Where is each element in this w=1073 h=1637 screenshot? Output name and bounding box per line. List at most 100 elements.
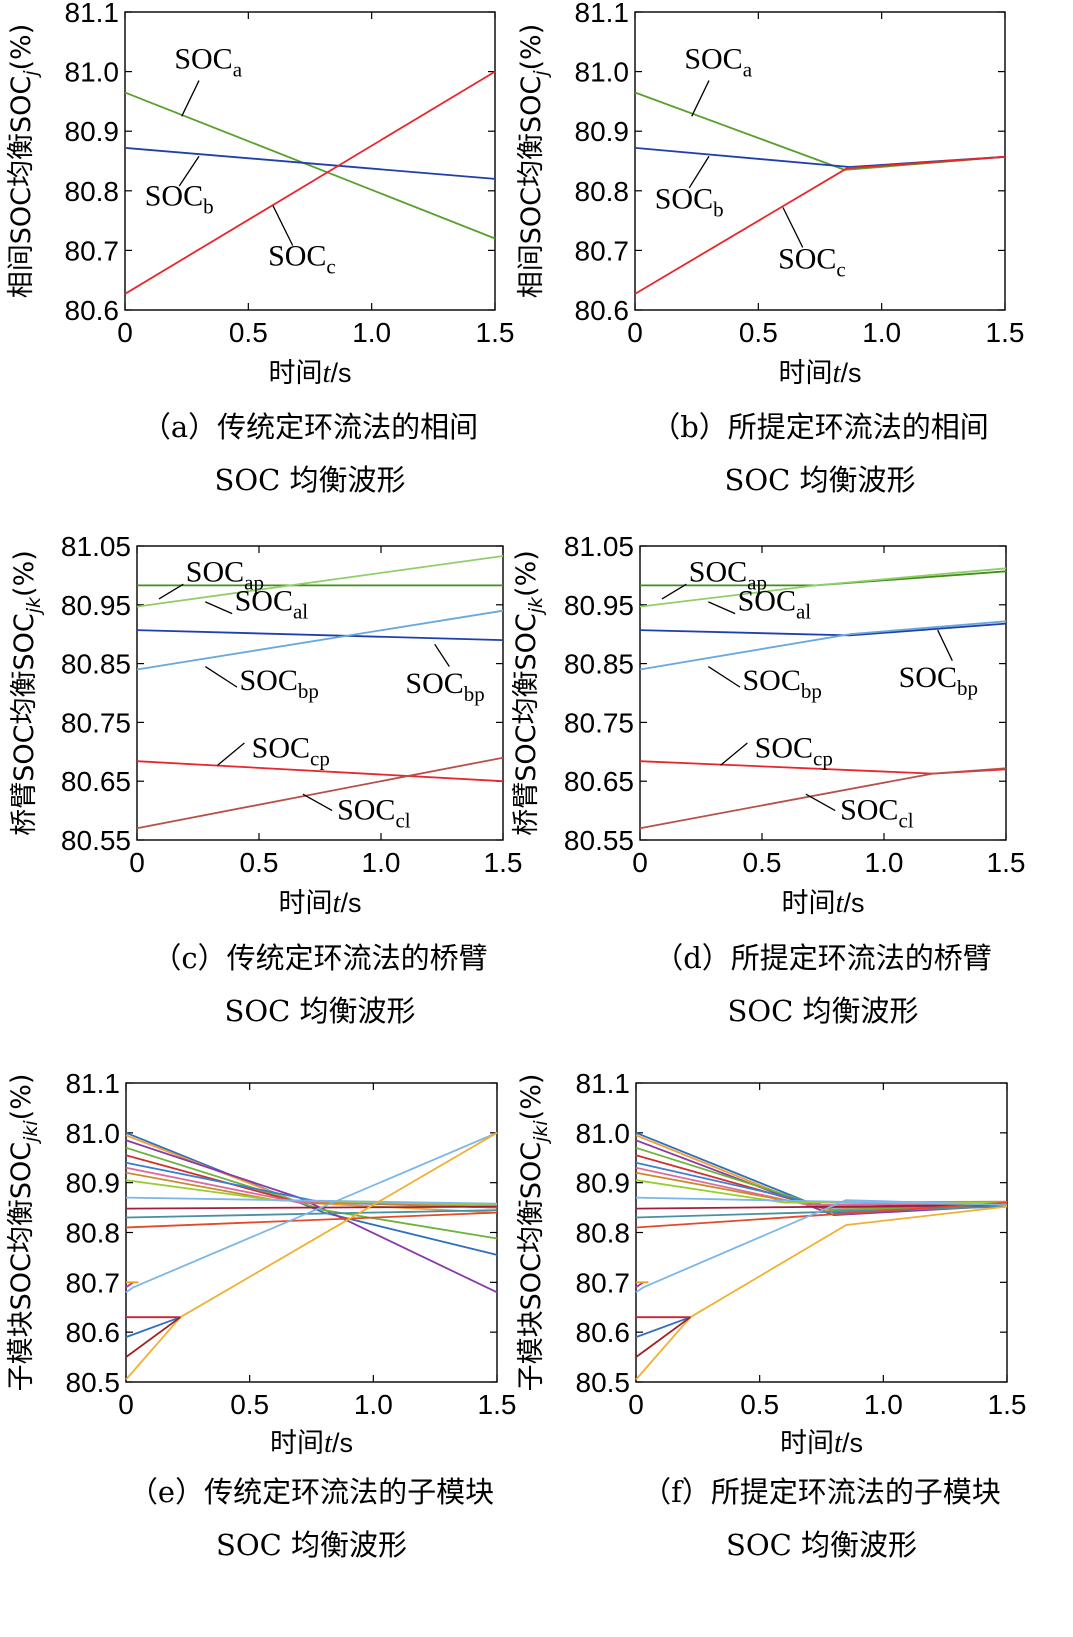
plot-frame — [639, 545, 1007, 841]
series-line-10 — [125, 1196, 498, 1205]
plot-frame — [634, 11, 1006, 311]
series-annotation: SOCa — [174, 43, 242, 82]
y-tick-label: 80.85 — [564, 649, 634, 680]
y-tick-label: 80.8 — [66, 1218, 121, 1249]
annotation-leader — [434, 643, 450, 667]
annotation-leader — [720, 742, 748, 766]
annotation-leader — [661, 583, 687, 600]
chart-e: 0 0.5 1.0 1.5 80.5 80.6 80.7 80.8 80.9 81.0 81.1 时间… — [6, 1068, 516, 1562]
series-annotation: SOCb — [655, 183, 724, 222]
series-line-19 — [125, 1316, 181, 1338]
chart-d: 0 0.5 1.0 1.5 80.55 80.65 80.75 80.85 80.95 81.05… — [511, 531, 1025, 1028]
annotation-leader — [805, 793, 836, 812]
annotation-leader — [937, 629, 953, 661]
subfigure-caption: （b）所提定环流法的相间 — [651, 410, 989, 444]
x-tick-label: 0.5 — [739, 317, 778, 348]
series-annotation: SOCbp — [405, 667, 484, 706]
x-tick-label: 1.5 — [988, 1389, 1027, 1420]
series-annotation: SOCap — [689, 555, 767, 594]
annotation-leader — [688, 155, 710, 189]
series-annotation: SOCbp — [899, 661, 978, 700]
y-tick-label: 80.9 — [575, 116, 630, 147]
y-tick-label: 80.75 — [61, 707, 131, 738]
subfigure-caption: （a）传统定环流法的相间 — [142, 410, 478, 444]
annotation-leader — [691, 80, 710, 117]
annotation-leader — [302, 793, 333, 812]
y-axis-label: 相间SOC均衡SOCj(%) — [516, 24, 552, 299]
annotation-leader — [204, 665, 238, 688]
series-line-3 — [136, 629, 504, 641]
x-tick-label: 0.5 — [743, 847, 782, 878]
series-annotation: SOCal — [738, 585, 812, 624]
x-tick-label: 0.5 — [229, 317, 268, 348]
series-line-3 — [634, 155, 1006, 295]
series-line-20 — [635, 1316, 691, 1358]
series-line-4 — [136, 609, 504, 671]
y-tick-label: 81.05 — [61, 531, 131, 562]
x-tick-label: 1.0 — [362, 847, 401, 878]
plot-frame — [136, 545, 504, 841]
y-tick-label: 80.7 — [66, 1267, 121, 1298]
series-annotation: SOCbp — [742, 664, 821, 703]
series-annotation: SOCap — [186, 555, 264, 594]
y-tick-label: 80.8 — [576, 1218, 631, 1249]
y-tick-label: 80.6 — [65, 295, 120, 326]
x-tick-label: 1.0 — [864, 1389, 903, 1420]
annotation-leader — [708, 601, 736, 615]
x-tick-label: 0 — [628, 1389, 644, 1420]
series-annotation: SOCcl — [337, 793, 411, 832]
series-line-1 — [124, 91, 496, 240]
chart-a: 0 0.5 1.0 1.5 80.6 80.7 80.8 80.9 81.0 81.1 SOCa SO… — [6, 0, 514, 497]
y-tick-label: 81.1 — [575, 0, 630, 28]
series-line-3 — [124, 70, 496, 295]
x-tick-label: 0.5 — [740, 1389, 779, 1420]
annotation-leader — [707, 665, 741, 688]
subfigure-caption-line2: SOC 均衡波形 — [727, 994, 918, 1028]
subfigure-caption-line2: SOC 均衡波形 — [216, 1528, 407, 1562]
y-tick-label: 80.9 — [66, 1168, 121, 1199]
y-tick-label: 81.1 — [65, 0, 120, 28]
series-line-13 — [635, 1201, 1008, 1229]
x-tick-label: 1.0 — [865, 847, 904, 878]
subfigure-caption: （d）所提定环流法的桥臂 — [654, 941, 992, 975]
x-tick-label: 0 — [117, 317, 133, 348]
y-tick-label: 80.9 — [576, 1168, 631, 1199]
y-tick-label: 80.6 — [575, 295, 630, 326]
annotation-leader — [178, 155, 200, 187]
y-tick-label: 80.7 — [575, 235, 630, 266]
x-tick-label: 1.0 — [352, 317, 391, 348]
y-tick-label: 81.1 — [66, 1068, 121, 1099]
series-annotation: SOCb — [145, 180, 214, 219]
y-axis-label: 桥臂SOC均衡SOCjk(%) — [9, 550, 45, 836]
x-axis-label: 时间t/s — [270, 1427, 353, 1459]
x-tick-label: 1.5 — [987, 847, 1026, 878]
y-tick-label: 80.75 — [564, 707, 634, 738]
x-tick-label: 1.5 — [986, 317, 1025, 348]
x-tick-label: 0.5 — [230, 1389, 269, 1420]
annotation-leader — [272, 205, 294, 246]
x-axis-label: 时间t/s — [781, 887, 864, 919]
y-tick-label: 80.8 — [575, 176, 630, 207]
y-tick-label: 81.0 — [66, 1118, 121, 1149]
x-tick-label: 1.5 — [484, 847, 523, 878]
y-axis-label: 子模块SOC均衡SOCjki(%) — [6, 1074, 42, 1392]
plot-frame — [635, 1082, 1008, 1383]
subfigure-caption-line2: SOC 均衡波形 — [214, 463, 405, 497]
series-annotation: SOCbp — [239, 664, 318, 703]
chart-c: 0 0.5 1.0 1.5 80.55 80.65 80.75 80.85 80.95 81.05… — [9, 531, 522, 1028]
y-tick-label: 80.65 — [564, 766, 634, 797]
annotation-leader — [217, 742, 245, 766]
x-tick-label: 0 — [632, 847, 648, 878]
y-tick-label: 80.5 — [576, 1367, 631, 1398]
y-tick-label: 80.6 — [576, 1317, 631, 1348]
y-tick-label: 81.0 — [575, 57, 630, 88]
plot-frame — [125, 1082, 498, 1383]
chart-f: 0 0.5 1.0 1.5 80.5 80.6 80.7 80.8 80.9 81.0 81.1 时间… — [516, 1068, 1026, 1562]
series-line-1 — [125, 1131, 498, 1256]
x-tick-label: 1.0 — [862, 317, 901, 348]
x-tick-label: 0 — [627, 317, 643, 348]
series-line-19 — [635, 1316, 691, 1338]
series-line-14 — [635, 1199, 1008, 1294]
annotation-leader — [205, 601, 233, 615]
